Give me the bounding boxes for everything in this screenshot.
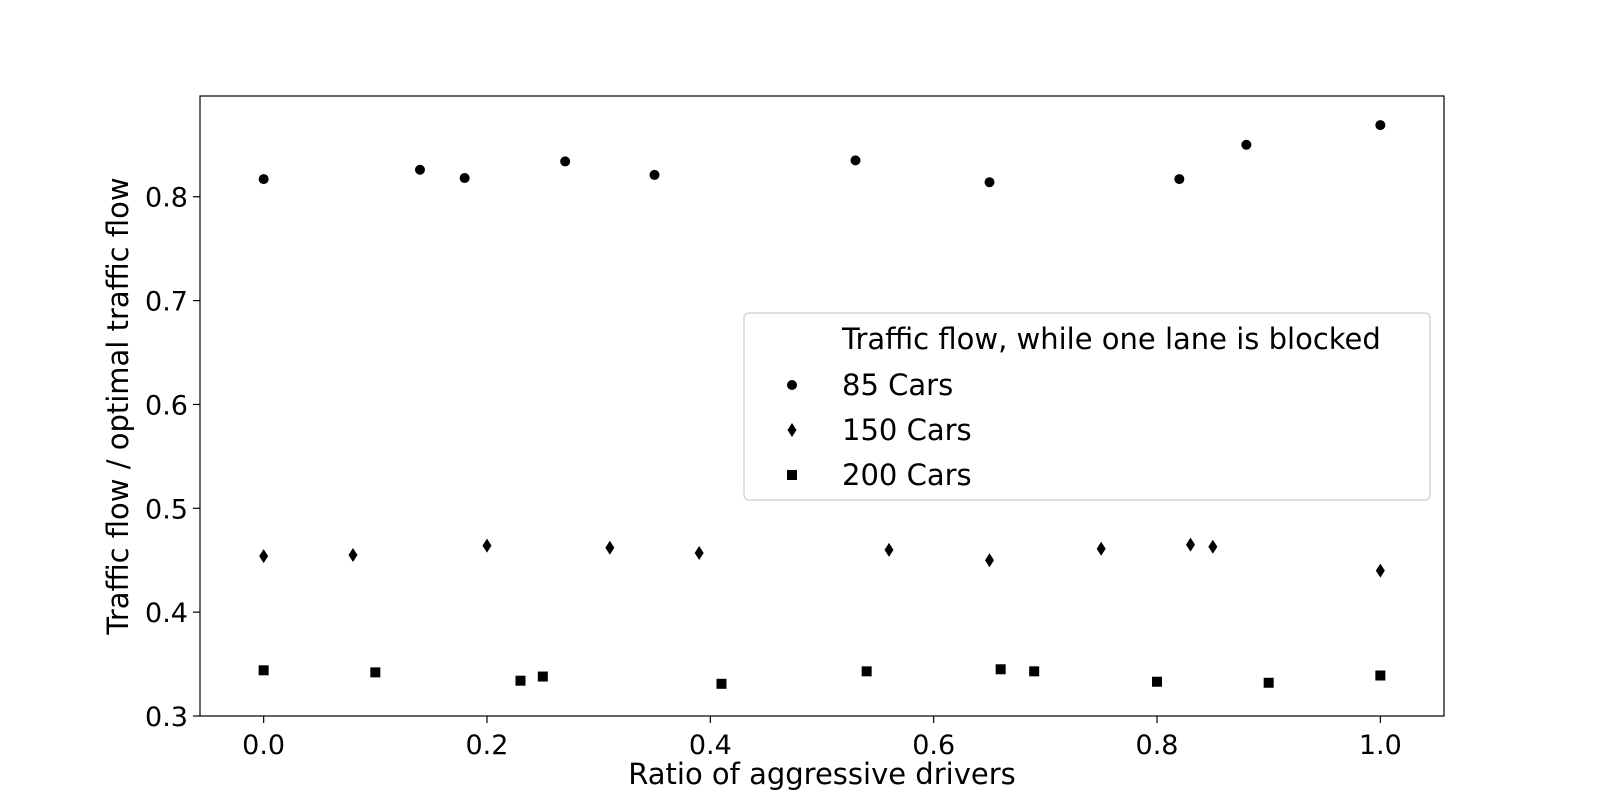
x-tick-label: 0.6 [912, 730, 955, 761]
data-points [258, 120, 1386, 689]
x-tick-label: 1.0 [1359, 730, 1402, 761]
point-150-cars [605, 540, 615, 555]
point-200-cars [370, 667, 381, 678]
point-200-cars [861, 666, 872, 677]
point-200-cars [515, 675, 526, 686]
point-85-cars [1241, 139, 1252, 150]
y-tick-label: 0.3 [145, 702, 188, 733]
legend: Traffic flow, while one lane is blocked … [743, 312, 1431, 501]
point-200-cars [1375, 670, 1386, 681]
point-150-cars [884, 542, 894, 557]
x-tick-label: 0.4 [689, 730, 732, 761]
point-200-cars [1152, 676, 1163, 687]
legend-label-150-cars: 150 Cars [842, 413, 972, 447]
point-200-cars [716, 678, 727, 689]
y-axis-ticks: 0.3 0.4 0.5 0.6 0.7 0.8 [145, 183, 200, 733]
x-tick-label: 0.0 [242, 730, 285, 761]
point-150-cars [1208, 539, 1218, 554]
y-tick-label: 0.4 [145, 598, 188, 629]
point-85-cars [649, 169, 660, 180]
legend-marker-150-cars [787, 423, 797, 437]
x-axis-ticks: 0.0 0.2 0.4 0.6 0.8 1.0 [242, 716, 1402, 761]
point-150-cars [1186, 537, 1196, 552]
point-150-cars [482, 538, 492, 553]
point-200-cars [258, 665, 269, 676]
y-tick-label: 0.6 [145, 390, 188, 421]
point-150-cars [259, 549, 269, 564]
x-tick-label: 0.2 [466, 730, 509, 761]
point-85-cars [1375, 120, 1386, 131]
point-200-cars [1263, 677, 1274, 688]
point-85-cars [850, 155, 861, 166]
point-150-cars [985, 553, 995, 568]
point-85-cars [258, 174, 269, 185]
point-150-cars [348, 548, 358, 563]
point-200-cars [995, 664, 1006, 675]
legend-marker-200-cars [787, 470, 797, 480]
y-tick-label: 0.8 [145, 183, 188, 214]
y-tick-label: 0.7 [145, 287, 188, 318]
point-85-cars [459, 173, 470, 184]
legend-label-85-cars: 85 Cars [842, 368, 953, 402]
legend-label-200-cars: 200 Cars [842, 458, 972, 492]
point-150-cars [694, 545, 704, 560]
point-150-cars [1096, 541, 1106, 556]
point-85-cars [414, 164, 425, 175]
point-85-cars [984, 177, 995, 188]
point-150-cars [1375, 563, 1385, 578]
y-tick-label: 0.5 [145, 494, 188, 525]
legend-box [743, 312, 1431, 501]
x-axis-label: Ratio of aggressive drivers [628, 757, 1015, 791]
x-tick-label: 0.8 [1136, 730, 1179, 761]
point-200-cars [1029, 666, 1040, 677]
legend-title: Traffic flow, while one lane is blocked [841, 322, 1381, 356]
legend-entries: 85 Cars 150 Cars 200 Cars [787, 368, 972, 492]
point-200-cars [537, 671, 548, 682]
legend-marker-85-cars [787, 380, 797, 390]
y-axis-label: Traffic flow / optimal traffic flow [101, 177, 135, 635]
point-85-cars [560, 156, 571, 167]
point-85-cars [1174, 174, 1185, 185]
